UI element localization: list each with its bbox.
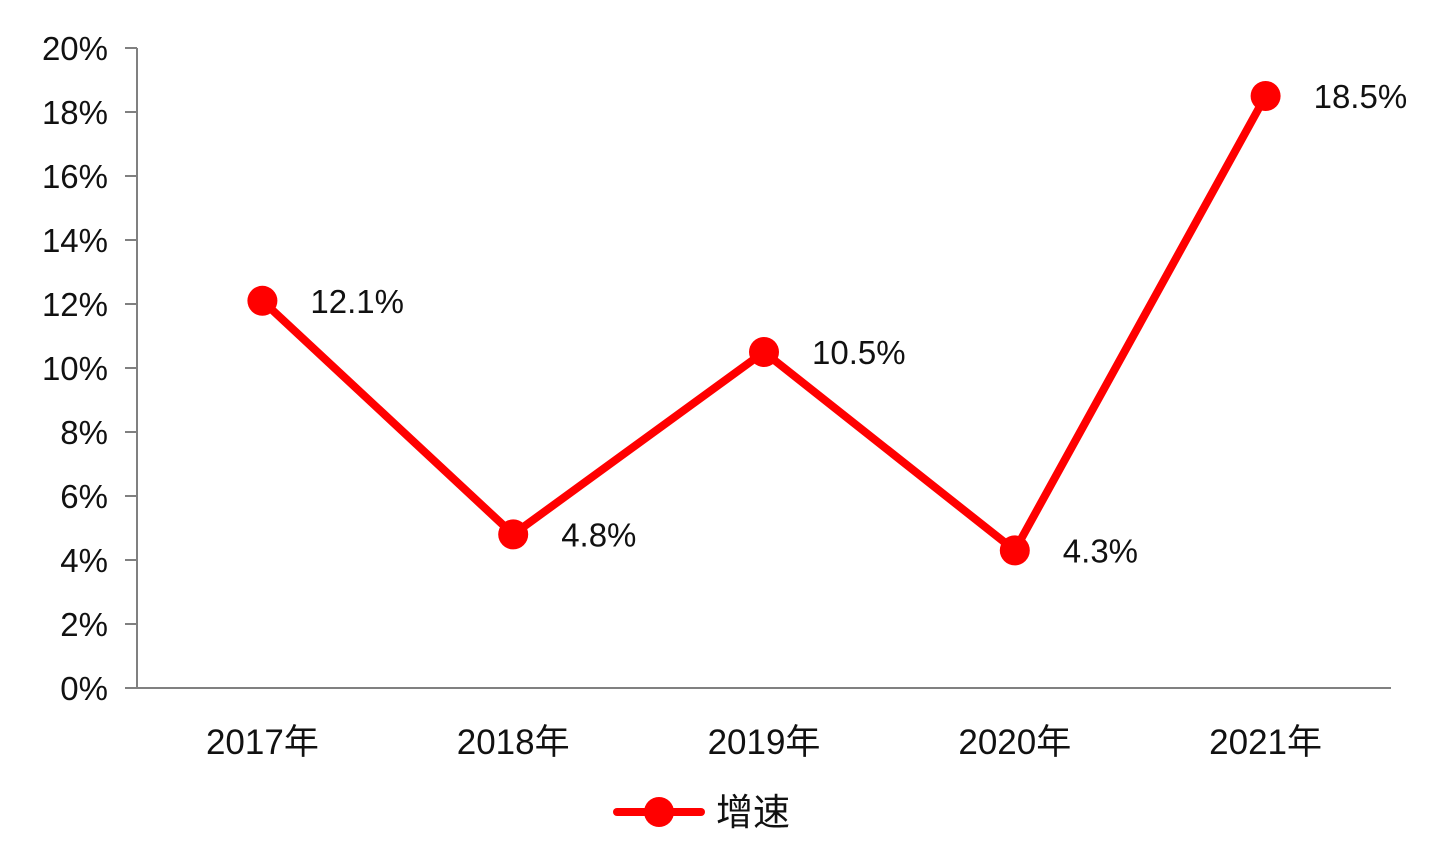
- data-point-marker: [749, 337, 779, 367]
- y-tick-label: 4%: [60, 542, 108, 579]
- data-label: 12.1%: [310, 283, 404, 320]
- y-axis-ticks: 0% 2% 4% 6% 8% 10% 12% 14% 16% 18% 20%: [42, 30, 137, 707]
- legend-swatch-marker: [644, 797, 674, 827]
- y-tick-label: 0%: [60, 670, 108, 707]
- y-tick-label: 18%: [42, 94, 108, 131]
- legend-label-growth: 增速: [716, 792, 790, 833]
- data-label: 4.3%: [1063, 532, 1138, 569]
- data-point-marker: [247, 285, 278, 316]
- data-point-marker: [498, 519, 529, 550]
- x-category-label: 2018年: [457, 723, 570, 762]
- data-labels: 12.1% 4.8% 10.5% 4.3% 18.5%: [310, 78, 1407, 569]
- data-label: 10.5%: [812, 334, 906, 371]
- x-category-label: 2019年: [708, 723, 821, 762]
- x-category-label: 2021年: [1209, 723, 1322, 762]
- y-tick-label: 12%: [42, 286, 108, 323]
- y-tick-label: 20%: [42, 30, 108, 67]
- series-line: [258, 92, 1270, 555]
- series-growth: [247, 81, 1281, 566]
- y-tick-label: 8%: [60, 414, 108, 451]
- data-label: 18.5%: [1314, 78, 1408, 115]
- x-axis-labels: 2017年 2018年 2019年 2020年 2021年: [206, 723, 1322, 762]
- legend: 增速: [613, 792, 790, 833]
- y-tick-label: 6%: [60, 478, 108, 515]
- x-category-label: 2017年: [206, 723, 319, 762]
- x-category-label: 2020年: [958, 723, 1071, 762]
- y-tick-label: 2%: [60, 606, 108, 643]
- data-point-marker: [999, 535, 1030, 566]
- data-label: 4.8%: [561, 516, 636, 553]
- y-tick-label: 14%: [42, 222, 108, 259]
- y-tick-label: 16%: [42, 158, 108, 195]
- y-tick-label: 10%: [42, 350, 108, 387]
- data-point-marker: [1250, 81, 1281, 111]
- axes: [136, 48, 1391, 689]
